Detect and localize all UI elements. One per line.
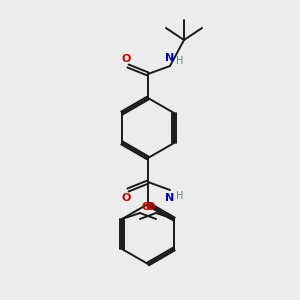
Text: O: O — [141, 202, 150, 212]
Text: H: H — [176, 191, 184, 201]
Text: H: H — [176, 56, 184, 66]
Text: O: O — [146, 202, 155, 212]
Text: O: O — [121, 193, 131, 203]
Text: N: N — [165, 193, 175, 203]
Text: O: O — [121, 54, 131, 64]
Text: N: N — [165, 53, 175, 63]
